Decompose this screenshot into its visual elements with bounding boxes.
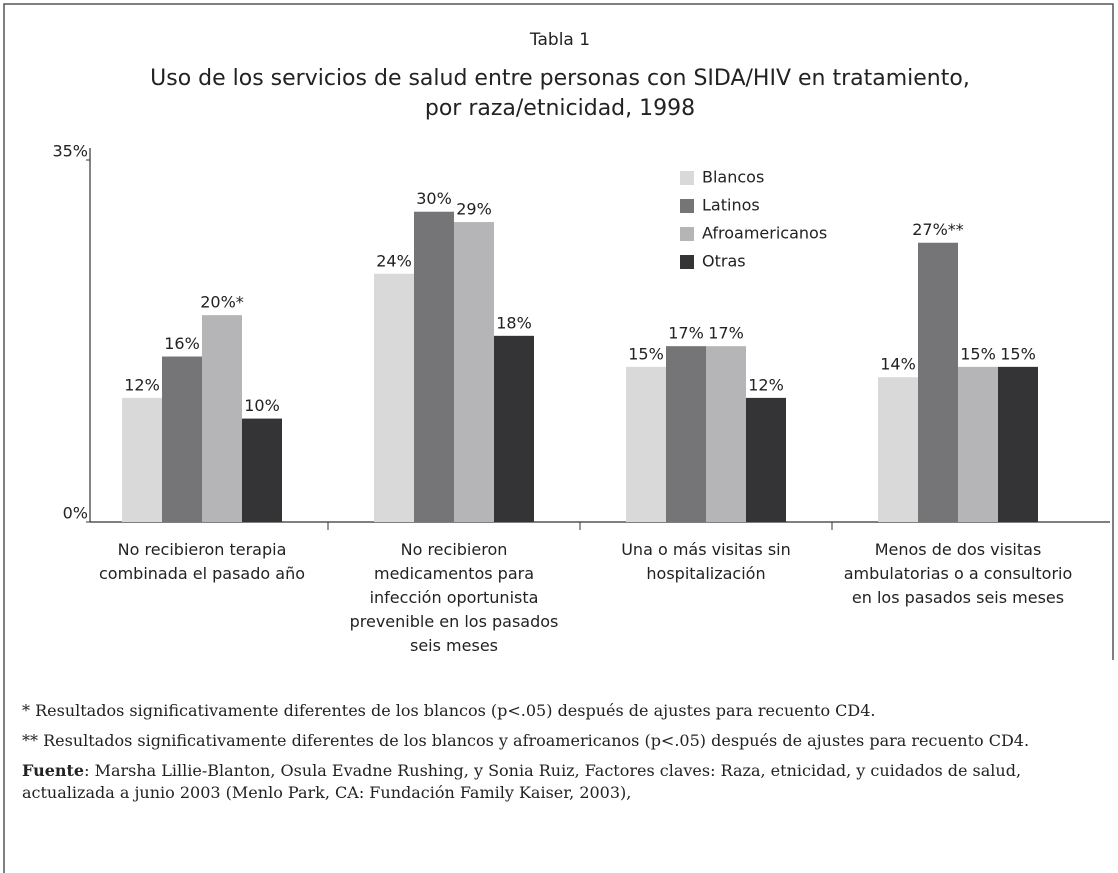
value-label: 24% xyxy=(376,251,412,270)
bar xyxy=(202,315,242,522)
value-label: 15% xyxy=(628,344,664,363)
value-label: 15% xyxy=(1000,344,1036,363)
bar xyxy=(242,418,282,522)
value-label: 12% xyxy=(124,375,160,394)
bar xyxy=(746,397,786,522)
legend-swatch xyxy=(680,199,694,213)
bar xyxy=(706,346,746,522)
value-label: 17% xyxy=(668,324,704,343)
legend-swatch xyxy=(680,255,694,269)
bar xyxy=(414,211,454,522)
bar xyxy=(958,366,998,522)
value-label: 10% xyxy=(244,396,280,415)
source: Fuente: Marsha Lillie-Blanton, Osula Eva… xyxy=(22,760,1102,804)
legend-label: Afroamericanos xyxy=(702,224,827,243)
x-tick-label: No recibieron medicamentos para infecció… xyxy=(349,540,559,655)
bar xyxy=(878,377,918,522)
bar xyxy=(454,222,494,523)
legend-swatch xyxy=(680,171,694,185)
y-tick-label: 0% xyxy=(63,504,88,523)
notes: * Resultados significativamente diferent… xyxy=(22,700,1102,812)
bar xyxy=(122,397,162,522)
legend-label: Blancos xyxy=(702,168,764,187)
note: ** Resultados significativamente diferen… xyxy=(22,731,1030,750)
source-text: : Marsha Lillie-Blanton, Osula Evadne Ru… xyxy=(22,761,1022,802)
chart-label: Tabla 1 xyxy=(529,30,591,50)
legend-label: Latinos xyxy=(702,196,760,215)
value-label: 12% xyxy=(748,375,784,394)
x-tick-label: Una o más visitas sin hospitalización xyxy=(621,540,791,583)
value-label: 29% xyxy=(456,200,492,219)
value-label: 20%* xyxy=(200,293,244,312)
x-tick-label: Menos de dos visitas ambulatorias o a co… xyxy=(843,540,1073,607)
source-label: Fuente xyxy=(22,761,85,780)
legend-swatch xyxy=(680,227,694,241)
value-label: 16% xyxy=(164,334,200,353)
bar xyxy=(494,335,534,522)
bar xyxy=(666,346,706,522)
legend-label: Otras xyxy=(702,252,746,271)
frame xyxy=(3,3,1114,873)
value-label: 30% xyxy=(416,189,452,208)
x-tick-label: No recibieron terapia combinada el pasad… xyxy=(98,540,305,583)
bar xyxy=(162,356,202,522)
bar xyxy=(918,242,958,522)
bar xyxy=(998,366,1038,522)
y-tick-label: 35% xyxy=(52,142,88,161)
value-label: 18% xyxy=(496,313,532,332)
value-label: 15% xyxy=(960,344,996,363)
bar xyxy=(626,366,666,522)
value-label: 27%** xyxy=(912,220,964,239)
note: * Resultados significativamente diferent… xyxy=(22,701,876,720)
value-label: 14% xyxy=(880,355,916,374)
value-label: 17% xyxy=(708,324,744,343)
bar xyxy=(374,273,414,522)
chart-title: Uso de los servicios de salud entre pers… xyxy=(150,66,970,121)
